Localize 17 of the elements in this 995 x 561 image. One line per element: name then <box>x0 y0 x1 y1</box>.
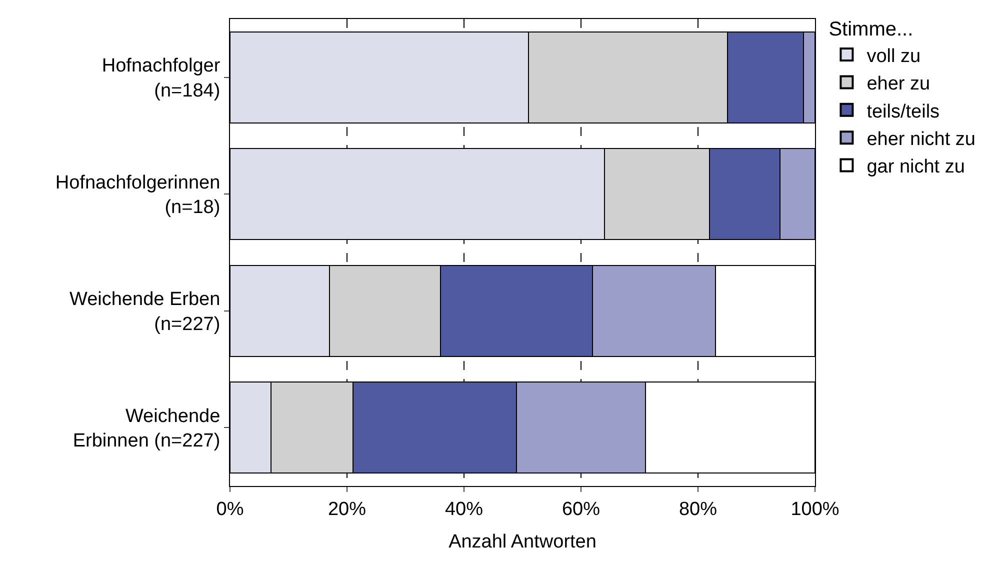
legend-label: gar nicht zu <box>866 156 965 178</box>
x-tick-label: 40% <box>444 498 484 520</box>
y-tick-label: Hofnachfolger (n=184) <box>102 56 221 102</box>
legend-label: eher zu <box>866 74 930 95</box>
y-tick-label: Hofnachfolgerinnen (n=18) <box>55 172 220 218</box>
legend-label: voll zu <box>866 46 921 67</box>
y-tick-label: Weichende Erbinnen (n=227) <box>72 406 220 452</box>
x-tick-label: 80% <box>678 498 718 520</box>
y-tick-label: Weichende Erben (n=227) <box>69 289 220 335</box>
legend-label: eher nicht zu <box>866 129 976 150</box>
x-tick-label: 20% <box>328 498 366 520</box>
legend-label: teils/teils <box>866 101 940 122</box>
legend-title: Stimme... <box>828 18 914 41</box>
x-tick-label: 60% <box>562 498 600 520</box>
x-axis-title: Anzahl Antworten <box>448 532 596 553</box>
x-tick-label: 100% <box>790 498 840 520</box>
x-tick-label: 0% <box>216 498 244 520</box>
